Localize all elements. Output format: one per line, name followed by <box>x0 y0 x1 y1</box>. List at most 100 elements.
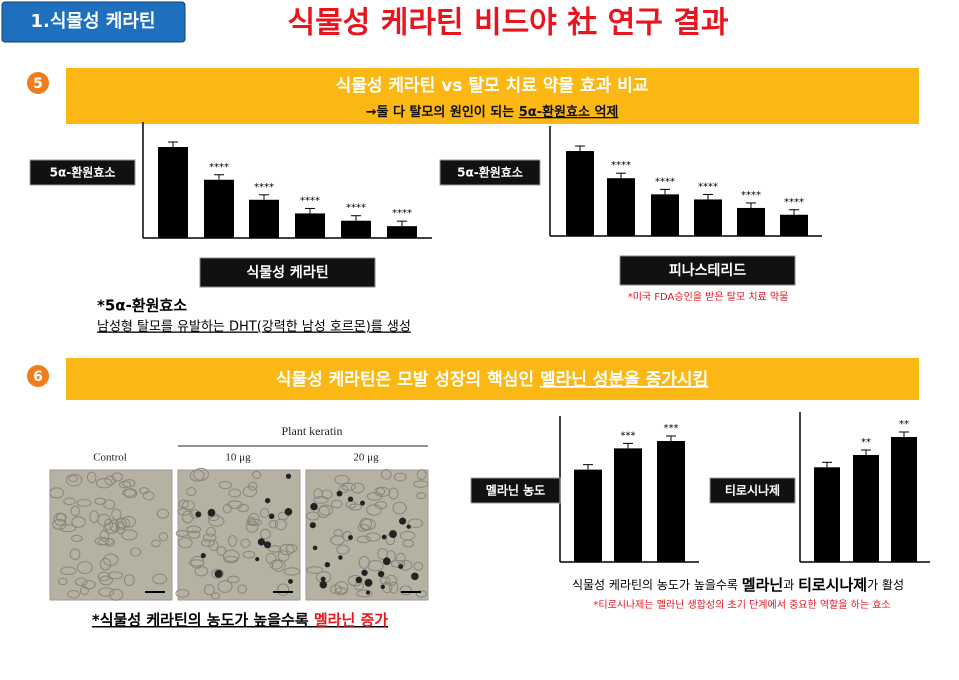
subtitle-lead: →둘 다 탈모의 원인이 되는 <box>366 104 519 120</box>
pigment <box>200 552 206 559</box>
cell <box>178 537 193 549</box>
cell <box>334 587 348 596</box>
pigment <box>319 580 328 589</box>
pigment <box>377 570 385 578</box>
cell <box>156 508 170 519</box>
cell <box>347 575 363 587</box>
significance: **** <box>300 195 320 206</box>
cell <box>89 510 99 523</box>
cell <box>413 480 429 488</box>
cell <box>271 559 286 572</box>
significance: *** <box>664 423 679 434</box>
cell <box>359 517 373 531</box>
cell <box>242 550 256 559</box>
y-label: 5α-환원효소 <box>50 165 116 180</box>
banner-emphasis: 멜라닌 성분을 증가시킴 <box>540 369 708 390</box>
significance: **** <box>209 162 229 173</box>
bar <box>387 226 417 238</box>
cell <box>190 555 205 569</box>
cell <box>407 518 424 529</box>
cell <box>386 550 396 563</box>
cell <box>222 549 240 562</box>
bar <box>614 448 642 562</box>
bar <box>295 213 325 238</box>
cell <box>350 482 365 494</box>
chart-label: 피나스테리드 <box>669 263 746 279</box>
pigment <box>285 473 292 479</box>
cell <box>71 534 83 542</box>
caption-emphasis: 멜라닌 증가 <box>314 611 388 629</box>
banner-title: 식물성 케라틴 vs 탈모 치료 약물 효과 비교 <box>336 75 649 96</box>
cell <box>395 552 406 565</box>
cell <box>285 543 298 553</box>
cell <box>313 495 329 504</box>
bar <box>341 220 371 238</box>
bar <box>853 454 879 562</box>
cell <box>330 499 343 509</box>
cell <box>341 482 357 491</box>
cell <box>358 555 370 569</box>
cell <box>103 518 114 531</box>
cell <box>333 529 344 537</box>
pigment <box>382 557 391 566</box>
cell <box>104 475 116 486</box>
pigment <box>348 535 353 540</box>
image-caption: *식물성 케라틴의 농도가 높을수록 멜라닌 증가 <box>92 611 388 629</box>
cell <box>380 468 392 480</box>
cell <box>268 545 282 553</box>
cell <box>152 573 168 585</box>
cell <box>374 501 388 510</box>
pigment <box>380 584 385 589</box>
cell <box>399 585 412 596</box>
banner-subtitle: →둘 다 탈모의 원인이 되는 5α-환원효소 억제 <box>366 104 619 120</box>
cell <box>203 584 215 596</box>
pigment <box>264 497 271 504</box>
bar <box>694 199 722 236</box>
chart-label: 식물성 케라틴 <box>246 264 328 281</box>
cell <box>237 584 248 594</box>
cell <box>53 512 67 526</box>
cell <box>317 505 330 519</box>
label-box <box>470 477 561 504</box>
cell <box>248 512 260 526</box>
cell <box>97 571 111 582</box>
section-number: 5 <box>33 76 43 92</box>
label-box <box>709 477 796 504</box>
cell <box>246 518 263 527</box>
pigment <box>399 517 407 525</box>
cell <box>365 532 381 542</box>
cell <box>94 497 107 505</box>
cell <box>94 536 109 546</box>
cell <box>186 525 202 534</box>
cell <box>95 478 113 489</box>
cell <box>240 538 251 548</box>
micrograph <box>49 469 173 601</box>
cell <box>175 529 189 537</box>
cell <box>379 576 391 585</box>
cell <box>109 588 124 601</box>
bar <box>607 178 635 236</box>
significance: **** <box>655 176 675 187</box>
pigment <box>389 530 397 538</box>
cell <box>57 577 68 586</box>
cell <box>277 583 290 596</box>
pigment <box>310 502 318 511</box>
cell <box>330 535 345 546</box>
cell <box>194 565 209 577</box>
significance: ** <box>899 419 909 430</box>
banner <box>66 358 919 400</box>
cell <box>336 544 350 555</box>
cell <box>245 520 259 533</box>
footnote-definition: 남성형 탈모를 유발하는 DHT(강력한 남성 호르몬)를 생성 <box>97 320 411 335</box>
pigment <box>214 569 223 578</box>
cell <box>49 487 65 499</box>
cell <box>99 575 113 586</box>
cell <box>306 511 320 521</box>
pigment <box>312 545 318 551</box>
cell <box>175 589 190 598</box>
pigment <box>324 562 331 568</box>
subtitle-emphasis: 5α-환원효소 억제 <box>519 104 619 120</box>
significance: **** <box>741 190 761 201</box>
y-label: 티로시나제 <box>725 483 780 498</box>
label-box <box>619 255 796 286</box>
